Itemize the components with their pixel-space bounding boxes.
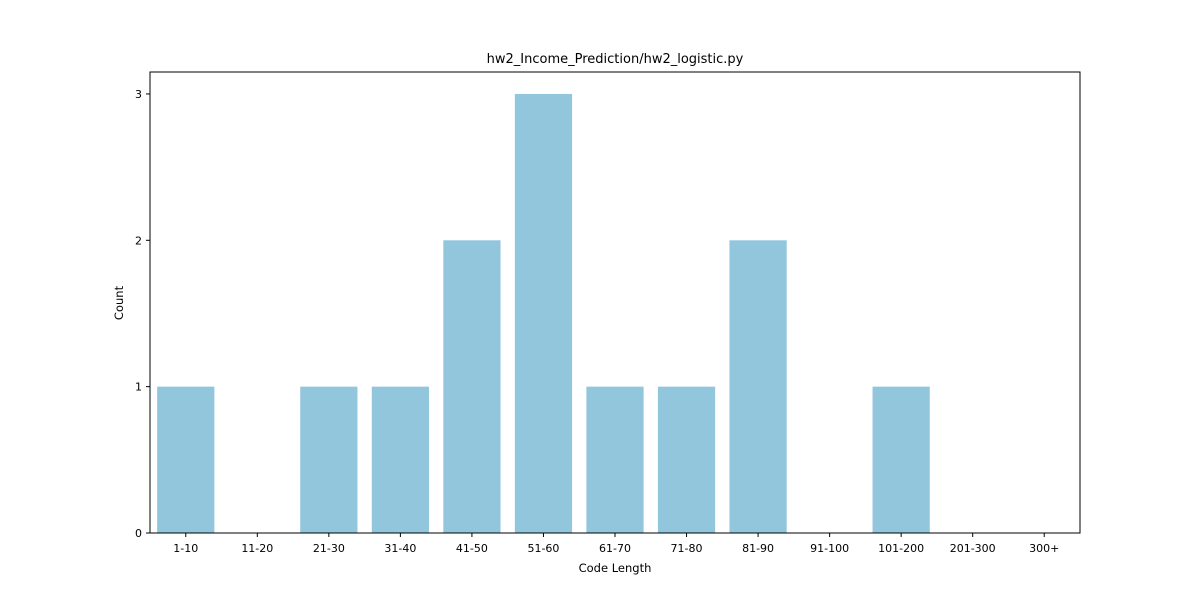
chart-title: hw2_Income_Prediction/hw2_logistic.py <box>487 52 744 67</box>
x-tick-label: 41-50 <box>456 542 488 555</box>
y-tick-label: 0 <box>135 527 142 540</box>
y-tick-label: 2 <box>135 234 142 247</box>
bar-51-60 <box>514 93 573 533</box>
bars-layer <box>157 93 930 534</box>
x-axis: 1-10 11-20 21-30 31-40 41-50 51-60 61-70 71-80 8… <box>173 533 1059 555</box>
x-tick-label: 51-60 <box>527 542 559 555</box>
x-tick-label: 201-300 <box>950 542 996 555</box>
bar-71-80 <box>657 386 716 533</box>
bar-21-30 <box>300 386 358 533</box>
y-tick-label: 3 <box>135 88 142 101</box>
bar-1-10 <box>157 386 215 533</box>
y-axis-label: Count <box>112 285 126 320</box>
x-tick-label: 1-10 <box>173 542 198 555</box>
x-tick-label: 81-90 <box>742 542 774 555</box>
bar-81-90 <box>729 240 787 534</box>
x-tick-label: 21-30 <box>313 542 345 555</box>
bar-41-50 <box>443 240 501 534</box>
x-tick-label: 61-70 <box>599 542 631 555</box>
bar-101-200 <box>872 386 930 533</box>
x-axis-label: Code Length <box>579 561 652 575</box>
y-axis: 0 1 2 3 <box>135 88 150 540</box>
x-tick-label: 300+ <box>1029 542 1059 555</box>
x-tick-label: 101-200 <box>878 542 924 555</box>
x-tick-label: 11-20 <box>241 542 273 555</box>
bar-61-70 <box>586 386 644 533</box>
y-tick-label: 1 <box>135 381 142 394</box>
x-tick-label: 71-80 <box>671 542 703 555</box>
bar-31-40 <box>371 386 429 533</box>
x-tick-label: 91-100 <box>810 542 849 555</box>
x-tick-label: 31-40 <box>384 542 416 555</box>
